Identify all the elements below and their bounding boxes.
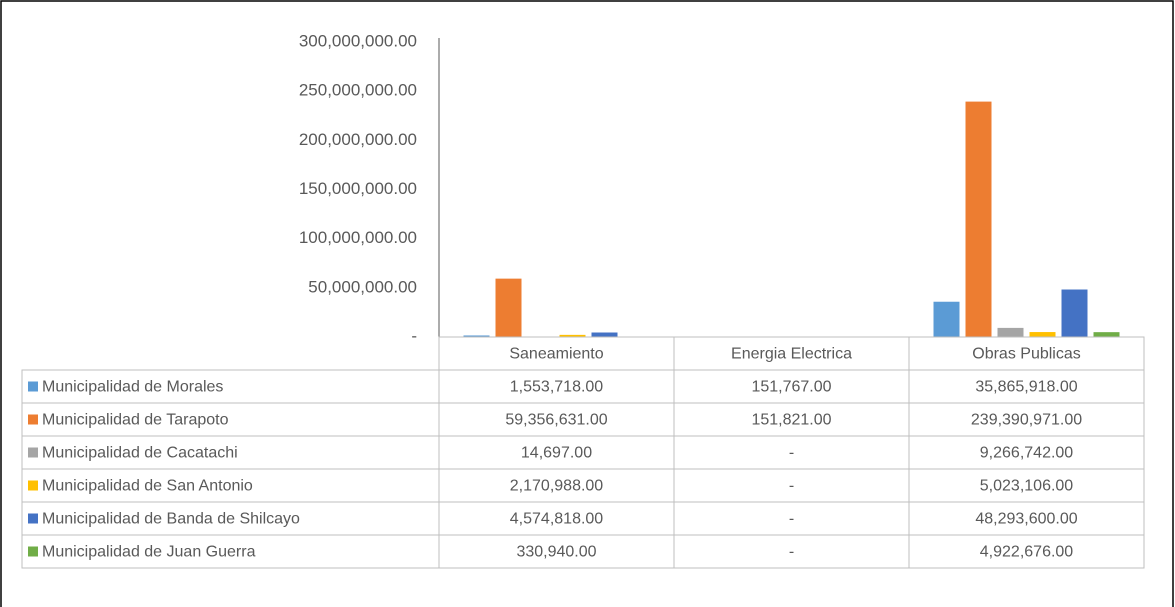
legend-swatch <box>28 414 38 425</box>
bar <box>559 334 586 337</box>
legend-label: Municipalidad de San Antonio <box>42 478 253 495</box>
bar <box>1093 332 1120 337</box>
legend-swatch <box>28 480 38 491</box>
table-value: 4,574,818.00 <box>510 511 604 528</box>
table-value: 239,390,971.00 <box>971 412 1082 429</box>
table-value: - <box>789 445 794 462</box>
table-value: 4,922,676.00 <box>980 544 1074 561</box>
table-value: 35,865,918.00 <box>975 379 1077 396</box>
bar <box>591 332 618 337</box>
legend-swatch <box>28 546 38 557</box>
legend-label: Municipalidad de Cacatachi <box>42 445 238 462</box>
y-tick-label: 200,000,000.00 <box>299 130 417 149</box>
x-tick-label: Obras Publicas <box>972 346 1081 363</box>
legend-swatch <box>28 447 38 458</box>
table-value: - <box>789 544 794 561</box>
bar <box>997 327 1024 337</box>
y-tick-label: 300,000,000.00 <box>299 31 417 50</box>
y-tick-label: 50,000,000.00 <box>308 277 417 296</box>
bar <box>495 278 522 337</box>
table-value: 330,940.00 <box>516 544 596 561</box>
table-value: 2,170,988.00 <box>510 478 604 495</box>
bar <box>1029 332 1056 337</box>
legend-label: Municipalidad de Banda de Shilcayo <box>42 511 300 528</box>
legend-swatch <box>28 513 38 524</box>
legend-label: Municipalidad de Morales <box>42 379 223 396</box>
table-value: 151,767.00 <box>751 379 831 396</box>
legend-label: Municipalidad de Juan Guerra <box>42 544 256 561</box>
legend-swatch <box>28 381 38 392</box>
table-value: 5,023,106.00 <box>980 478 1074 495</box>
table-value: 151,821.00 <box>751 412 831 429</box>
bar <box>1061 289 1088 337</box>
table-value: 59,356,631.00 <box>505 412 607 429</box>
table-value: 9,266,742.00 <box>980 445 1074 462</box>
legend-label: Municipalidad de Tarapoto <box>42 412 229 429</box>
bar <box>965 101 992 337</box>
x-tick-label: Energia Electrica <box>731 346 852 363</box>
y-tick-label: 250,000,000.00 <box>299 81 417 100</box>
y-tick-label: 150,000,000.00 <box>299 179 417 198</box>
table-value: 14,697.00 <box>521 445 592 462</box>
bar <box>933 301 960 337</box>
y-tick-label: - <box>411 326 417 345</box>
table-value: - <box>789 478 794 495</box>
x-tick-label: Saneamiento <box>509 346 603 363</box>
bar <box>463 335 490 337</box>
table-cell <box>908 534 1145 569</box>
table-value: 48,293,600.00 <box>975 511 1077 528</box>
table-value: - <box>789 511 794 528</box>
y-tick-label: 100,000,000.00 <box>299 228 417 247</box>
table-value: 1,553,718.00 <box>510 379 604 396</box>
